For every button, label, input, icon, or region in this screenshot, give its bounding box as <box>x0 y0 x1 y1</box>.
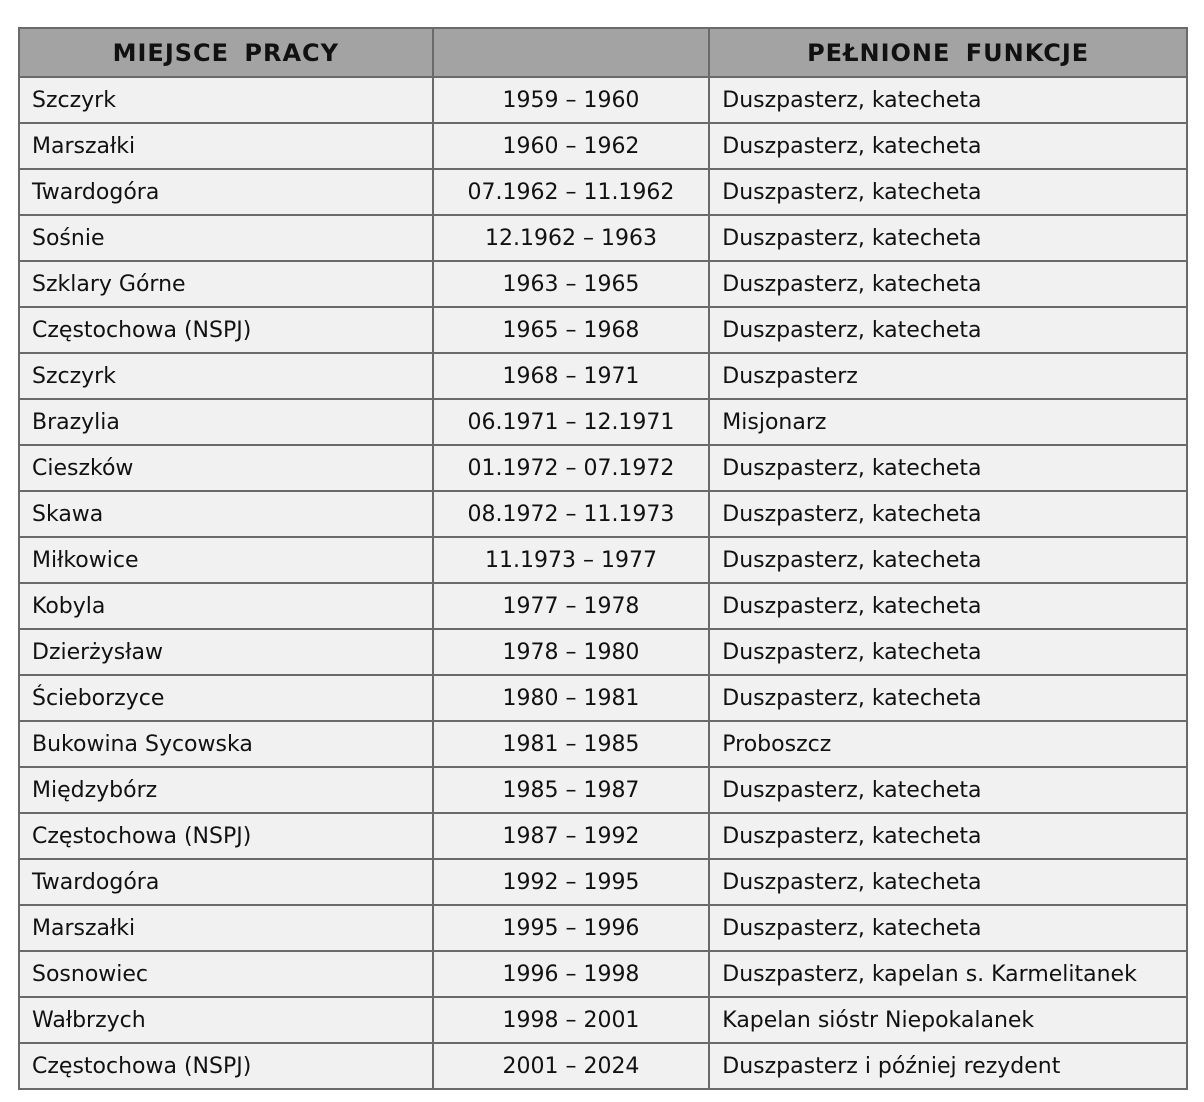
cell-place: Skawa <box>18 490 434 538</box>
cell-function: Duszpasterz, katecheta <box>708 536 1188 584</box>
cell-period: 01.1972 – 07.1972 <box>431 444 711 492</box>
cell-function: Duszpasterz, katecheta <box>708 858 1188 906</box>
table-row: Częstochowa (NSPJ) 1987 – 1992 Duszpasterz… <box>18 812 1188 860</box>
cell-function: Duszpasterz <box>708 352 1188 400</box>
cell-function: Duszpasterz, katecheta <box>708 628 1188 676</box>
table-row: Szczyrk 1959 – 1960 Duszpasterz, katecheta <box>18 76 1188 124</box>
cell-place: Bukowina Sycowska <box>18 720 434 768</box>
cell-place: Sosnowiec <box>18 950 434 998</box>
cell-function: Duszpasterz, katecheta <box>708 766 1188 814</box>
cell-period: 1978 – 1980 <box>431 628 711 676</box>
cell-function: Duszpasterz, katecheta <box>708 76 1188 124</box>
cell-place: Szczyrk <box>18 352 434 400</box>
header-row: MIEJSCE PRACY PEŁNIONE FUNKCJE <box>18 27 1188 78</box>
table-row: Miłkowice 11.1973 – 1977 Duszpasterz, kate… <box>18 536 1188 584</box>
cell-place: Kobyla <box>18 582 434 630</box>
cell-period: 1995 – 1996 <box>431 904 711 952</box>
cell-period: 1998 – 2001 <box>431 996 711 1044</box>
cell-function: Misjonarz <box>708 398 1188 446</box>
table-row: Brazylia 06.1971 – 12.1971 Misjonarz <box>18 398 1188 446</box>
cell-period: 06.1971 – 12.1971 <box>431 398 711 446</box>
table-row: Dzierżysław 1978 – 1980 Duszpasterz, katec… <box>18 628 1188 676</box>
cell-function: Duszpasterz, katecheta <box>708 582 1188 630</box>
cell-period: 1960 – 1962 <box>431 122 711 170</box>
cell-period: 1980 – 1981 <box>431 674 711 722</box>
table-row: Wałbrzych 1998 – 2001 Kapelan sióstr Niepo… <box>18 996 1188 1044</box>
cell-function: Duszpasterz, katecheta <box>708 168 1188 216</box>
table-row: Kobyla 1977 – 1978 Duszpasterz, katecheta <box>18 582 1188 630</box>
cell-place: Marszałki <box>18 904 434 952</box>
table-row: Sosnowiec 1996 – 1998 Duszpasterz, kapelan… <box>18 950 1188 998</box>
table-row: Szczyrk 1968 – 1971 Duszpasterz <box>18 352 1188 400</box>
cell-place: Dzierżysław <box>18 628 434 676</box>
table-row: Częstochowa (NSPJ) 1965 – 1968 Duszpasterz… <box>18 306 1188 354</box>
cell-period: 1968 – 1971 <box>431 352 711 400</box>
cell-function: Duszpasterz, katecheta <box>708 674 1188 722</box>
cell-period: 1985 – 1987 <box>431 766 711 814</box>
table-row: Skawa 08.1972 – 11.1973 Duszpasterz, katec… <box>18 490 1188 538</box>
cell-period: 1992 – 1995 <box>431 858 711 906</box>
table-row: Twardogóra 07.1962 – 11.1962 Duszpasterz, … <box>18 168 1188 216</box>
cell-place: Szczyrk <box>18 76 434 124</box>
cell-function: Duszpasterz, kapelan s. Karmelitanek <box>708 950 1188 998</box>
cell-place: Miłkowice <box>18 536 434 584</box>
cell-place: Twardogóra <box>18 858 434 906</box>
table-row: Twardogóra 1992 – 1995 Duszpasterz, katech… <box>18 858 1188 906</box>
header-period <box>431 27 711 78</box>
cell-function: Duszpasterz, katecheta <box>708 122 1188 170</box>
cell-period: 1981 – 1985 <box>431 720 711 768</box>
cell-place: Szklary Górne <box>18 260 434 308</box>
cell-period: 07.1962 – 11.1962 <box>431 168 711 216</box>
cell-place: Ścieborzyce <box>18 674 434 722</box>
table-row: Ścieborzyce 1980 – 1981 Duszpasterz, katec… <box>18 674 1188 722</box>
cell-place: Częstochowa (NSPJ) <box>18 1042 434 1090</box>
cell-place: Międzybórz <box>18 766 434 814</box>
cell-period: 12.1962 – 1963 <box>431 214 711 262</box>
cell-place: Wałbrzych <box>18 996 434 1044</box>
table-row: Częstochowa (NSPJ) 2001 – 2024 Duszpasterz… <box>18 1042 1188 1090</box>
cell-place: Brazylia <box>18 398 434 446</box>
cell-function: Duszpasterz, katecheta <box>708 444 1188 492</box>
cell-function: Duszpasterz i później rezydent <box>708 1042 1188 1090</box>
cell-period: 1959 – 1960 <box>431 76 711 124</box>
cell-function: Proboszcz <box>708 720 1188 768</box>
cell-function: Kapelan sióstr Niepokalanek <box>708 996 1188 1044</box>
cell-place: Marszałki <box>18 122 434 170</box>
table-row: Cieszków 01.1972 – 07.1972 Duszpasterz, ka… <box>18 444 1188 492</box>
cell-function: Duszpasterz, katecheta <box>708 812 1188 860</box>
header-place: MIEJSCE PRACY <box>18 27 434 78</box>
table-row: Marszałki 1960 – 1962 Duszpasterz, kateche… <box>18 122 1188 170</box>
cell-place: Częstochowa (NSPJ) <box>18 306 434 354</box>
cell-place: Cieszków <box>18 444 434 492</box>
table-row: Bukowina Sycowska 1981 – 1985 Proboszcz <box>18 720 1188 768</box>
cell-function: Duszpasterz, katecheta <box>708 490 1188 538</box>
cell-period: 1996 – 1998 <box>431 950 711 998</box>
cell-period: 1963 – 1965 <box>431 260 711 308</box>
cell-period: 1977 – 1978 <box>431 582 711 630</box>
cell-period: 1965 – 1968 <box>431 306 711 354</box>
cell-place: Sośnie <box>18 214 434 262</box>
cell-period: 1987 – 1992 <box>431 812 711 860</box>
table-row: Marszałki 1995 – 1996 Duszpasterz, kateche… <box>18 904 1188 952</box>
cell-period: 2001 – 2024 <box>431 1042 711 1090</box>
work-history-table: MIEJSCE PRACY PEŁNIONE FUNKCJE Szczyrk 19… <box>18 27 1188 1090</box>
table-row: Szklary Górne 1963 – 1965 Duszpasterz, kat… <box>18 260 1188 308</box>
cell-function: Duszpasterz, katecheta <box>708 306 1188 354</box>
cell-function: Duszpasterz, katecheta <box>708 904 1188 952</box>
cell-function: Duszpasterz, katecheta <box>708 214 1188 262</box>
cell-place: Częstochowa (NSPJ) <box>18 812 434 860</box>
cell-function: Duszpasterz, katecheta <box>708 260 1188 308</box>
table-row: Sośnie 12.1962 – 1963 Duszpasterz, kateche… <box>18 214 1188 262</box>
table-row: Międzybórz 1985 – 1987 Duszpasterz, katech… <box>18 766 1188 814</box>
cell-period: 11.1973 – 1977 <box>431 536 711 584</box>
cell-place: Twardogóra <box>18 168 434 216</box>
cell-period: 08.1972 – 11.1973 <box>431 490 711 538</box>
header-functions: PEŁNIONE FUNKCJE <box>708 27 1188 78</box>
